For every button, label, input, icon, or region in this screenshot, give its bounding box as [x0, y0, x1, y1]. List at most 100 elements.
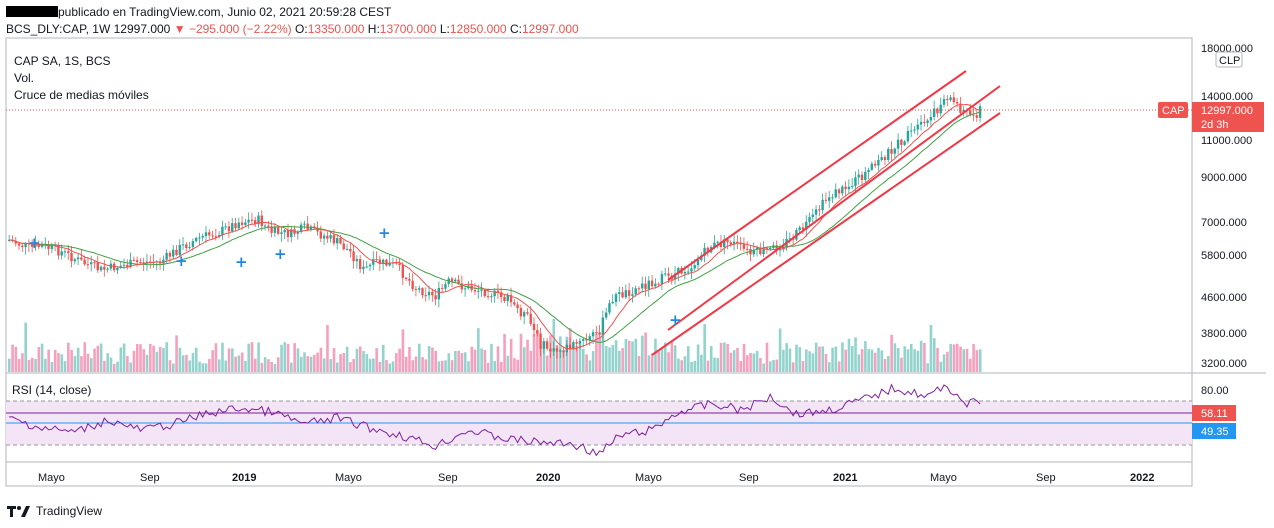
volume-bar — [119, 347, 123, 372]
time-label: Mayo — [335, 472, 362, 484]
candle-body — [47, 244, 50, 250]
volume-bar — [811, 353, 815, 372]
volume-bar — [591, 351, 595, 372]
volume-bar — [493, 361, 497, 372]
open-value: 13350.000 — [307, 22, 365, 36]
candle-body — [296, 231, 300, 234]
candle-body — [542, 341, 546, 349]
candle-body — [575, 342, 578, 344]
price-tick: 14000.000 — [1201, 91, 1253, 103]
candle-body — [578, 340, 582, 344]
volume-bar — [631, 341, 634, 372]
volume-bar — [483, 349, 487, 372]
candle-body — [345, 248, 349, 250]
volume-bar — [831, 347, 834, 372]
volume-bar — [841, 342, 844, 372]
volume-bar — [296, 348, 300, 372]
candle-body — [768, 247, 772, 250]
candle-body — [972, 114, 975, 116]
ma-cross-legend[interactable]: Cruce de medias móviles — [14, 88, 149, 102]
time-label: 2019 — [232, 472, 256, 484]
close-value: 12997.000 — [521, 22, 579, 36]
candle-body — [224, 226, 227, 228]
volume-bar — [460, 352, 464, 372]
candle-body — [172, 249, 175, 257]
candle-body — [372, 259, 375, 265]
volume-bar — [122, 343, 126, 372]
volume-bar — [240, 352, 244, 372]
volume-bar — [713, 357, 716, 372]
candle-body — [463, 288, 467, 290]
volume-bar — [283, 342, 287, 372]
volume-bar — [267, 359, 270, 372]
candle-body — [63, 251, 67, 253]
candle-body — [568, 344, 572, 350]
volume-bar — [588, 360, 592, 372]
candle-body — [191, 241, 195, 247]
tradingview-footer[interactable]: TradingView — [6, 504, 102, 518]
candle-body — [486, 296, 490, 298]
candle-body — [805, 221, 808, 230]
candle-body — [483, 289, 486, 297]
candle-body — [221, 226, 224, 236]
candle-body — [500, 292, 503, 298]
candle-body — [427, 291, 431, 296]
candle-body — [247, 219, 250, 223]
volume-bar — [578, 343, 582, 372]
ma-cross-marker: + — [28, 234, 41, 252]
volume-bar — [162, 348, 165, 372]
candle-body — [765, 248, 769, 250]
volume-bar — [345, 346, 349, 372]
candle-body — [841, 186, 844, 194]
redacted-author — [6, 6, 58, 17]
volume-bar — [808, 351, 811, 372]
instrument-legend[interactable]: CAP SA, 1S, BCS — [14, 54, 111, 68]
volume-bar — [126, 356, 129, 372]
volume-bar — [257, 342, 260, 372]
candle-body — [431, 291, 434, 296]
candle-body — [283, 230, 286, 233]
volume-bar — [473, 349, 477, 372]
candle-body — [667, 273, 670, 276]
candle-body — [67, 251, 70, 254]
candle-body — [677, 267, 680, 274]
volume-bar — [404, 356, 408, 372]
volume-bars — [8, 318, 982, 372]
volume-bar — [447, 353, 451, 372]
volume-legend[interactable]: Vol. — [14, 71, 35, 85]
volume-bar — [365, 354, 369, 372]
candle-body — [808, 217, 811, 222]
volume-bar — [598, 336, 601, 372]
volume-bar — [67, 342, 70, 372]
rsi-legend[interactable]: RSI (14, close) — [12, 383, 92, 397]
volume-bar — [595, 333, 598, 372]
volume-bar — [949, 343, 952, 372]
candle-body — [611, 302, 614, 304]
volume-bar — [208, 358, 211, 372]
candle-body — [365, 266, 368, 268]
volume-bar — [785, 343, 788, 372]
candle-body — [257, 215, 260, 225]
volume-bar — [539, 346, 542, 372]
candle-body — [227, 226, 231, 232]
volume-bar — [791, 362, 795, 372]
candle-body — [329, 235, 332, 239]
volume-bar — [667, 352, 670, 372]
currency-badge[interactable] — [1215, 51, 1243, 68]
volume-bar — [418, 343, 421, 372]
volume-bar — [103, 360, 106, 372]
volume-bar — [795, 344, 798, 372]
volume-bar — [664, 342, 667, 372]
candle-body — [306, 223, 309, 230]
volume-bar — [916, 350, 920, 372]
volume-bar — [221, 342, 224, 372]
volume-bar — [611, 345, 615, 372]
candle-body — [716, 241, 719, 243]
volume-bar — [768, 361, 772, 372]
rsi-line — [9, 383, 981, 457]
channel-lower-line — [651, 112, 1001, 356]
candle-body — [706, 247, 710, 253]
candle-body — [149, 261, 152, 263]
candle-body — [90, 262, 93, 265]
